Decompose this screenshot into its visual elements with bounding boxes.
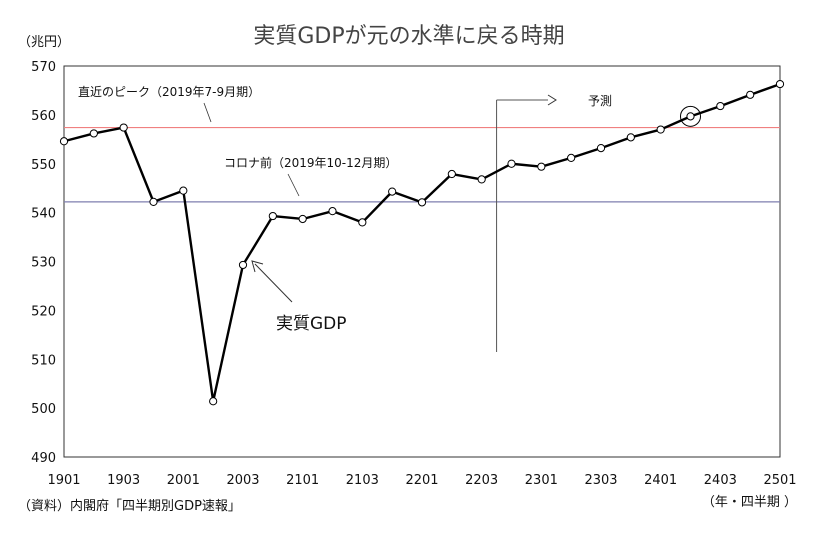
source-note: （資料）内閣府「四半期別GDP速報」 bbox=[18, 498, 241, 514]
series-real-gdp bbox=[60, 80, 783, 404]
x-tick-label: 2001 bbox=[167, 473, 200, 488]
data-point bbox=[418, 199, 425, 206]
data-point bbox=[597, 145, 604, 152]
data-point bbox=[389, 188, 396, 195]
x-axis-unit-label: （年・四半期 ） bbox=[702, 495, 797, 510]
data-point bbox=[568, 154, 575, 161]
y-tick-label: 550 bbox=[31, 158, 56, 173]
data-point bbox=[687, 113, 694, 120]
x-tick-label: 1901 bbox=[47, 473, 80, 488]
data-point bbox=[210, 398, 217, 405]
data-point bbox=[627, 134, 634, 141]
y-tick-label: 560 bbox=[31, 109, 56, 124]
series-label: 実質GDP bbox=[276, 314, 347, 334]
series-label-leader bbox=[255, 264, 292, 302]
x-tick-label: 2203 bbox=[465, 473, 498, 488]
forecast-arrow-head bbox=[548, 95, 556, 105]
x-axis: 1901 1903 2001 2003 2101 2103 2201 2203 2301 2303… bbox=[47, 473, 796, 488]
data-point bbox=[717, 102, 724, 109]
y-tick-label: 570 bbox=[31, 60, 56, 75]
data-point bbox=[329, 208, 336, 215]
y-tick-label: 540 bbox=[31, 207, 56, 222]
data-point bbox=[538, 163, 545, 170]
y-tick-label: 510 bbox=[31, 353, 56, 368]
data-point bbox=[120, 124, 127, 131]
data-point bbox=[299, 215, 306, 222]
reference-line-label: 直近のピーク（2019年7-9月期） bbox=[78, 85, 260, 99]
data-point bbox=[747, 91, 754, 98]
x-tick-label: 2103 bbox=[346, 473, 379, 488]
chart-title: 実質GDPが元の水準に戻る時期 bbox=[253, 24, 564, 49]
y-tick-label: 520 bbox=[31, 304, 56, 319]
data-point bbox=[90, 130, 97, 137]
data-point bbox=[60, 138, 67, 145]
x-tick-label: 2201 bbox=[405, 473, 438, 488]
data-point bbox=[180, 187, 187, 194]
x-tick-label: 2301 bbox=[525, 473, 558, 488]
x-tick-label: 2501 bbox=[763, 473, 796, 488]
data-point bbox=[448, 170, 455, 177]
reference-leader-line bbox=[288, 174, 299, 196]
x-tick-label: 2101 bbox=[286, 473, 319, 488]
reference-leader-line bbox=[204, 103, 211, 122]
series-line bbox=[64, 84, 780, 401]
data-point bbox=[359, 219, 366, 226]
data-point bbox=[657, 126, 664, 133]
data-point bbox=[478, 176, 485, 183]
data-point bbox=[508, 160, 515, 167]
data-point bbox=[150, 198, 157, 205]
x-tick-label: 2003 bbox=[226, 473, 259, 488]
x-tick-label: 2403 bbox=[704, 473, 737, 488]
data-point bbox=[776, 80, 783, 87]
y-axis: 490 500 510 520 530 540 550 560 570 bbox=[31, 60, 56, 466]
x-tick-label: 1903 bbox=[107, 473, 140, 488]
data-point bbox=[239, 261, 246, 268]
data-point bbox=[269, 212, 276, 219]
x-tick-label: 2401 bbox=[644, 473, 677, 488]
gdp-line-chart: 実質GDPが元の水準に戻る時期 （兆円） 490 500 510 520 530 540 5… bbox=[0, 0, 820, 536]
y-tick-label: 490 bbox=[31, 451, 56, 466]
forecast-label: 予測 bbox=[588, 94, 612, 108]
reference-line-label: コロナ前（2019年10-12月期） bbox=[224, 155, 397, 170]
y-tick-label: 500 bbox=[31, 402, 56, 417]
x-tick-label: 2303 bbox=[584, 473, 617, 488]
y-tick-label: 530 bbox=[31, 256, 56, 271]
reference-lines: 直近のピーク（2019年7-9月期） コロナ前（2019年10-12月期） bbox=[64, 85, 780, 202]
y-axis-unit-label: （兆円） bbox=[18, 35, 70, 50]
